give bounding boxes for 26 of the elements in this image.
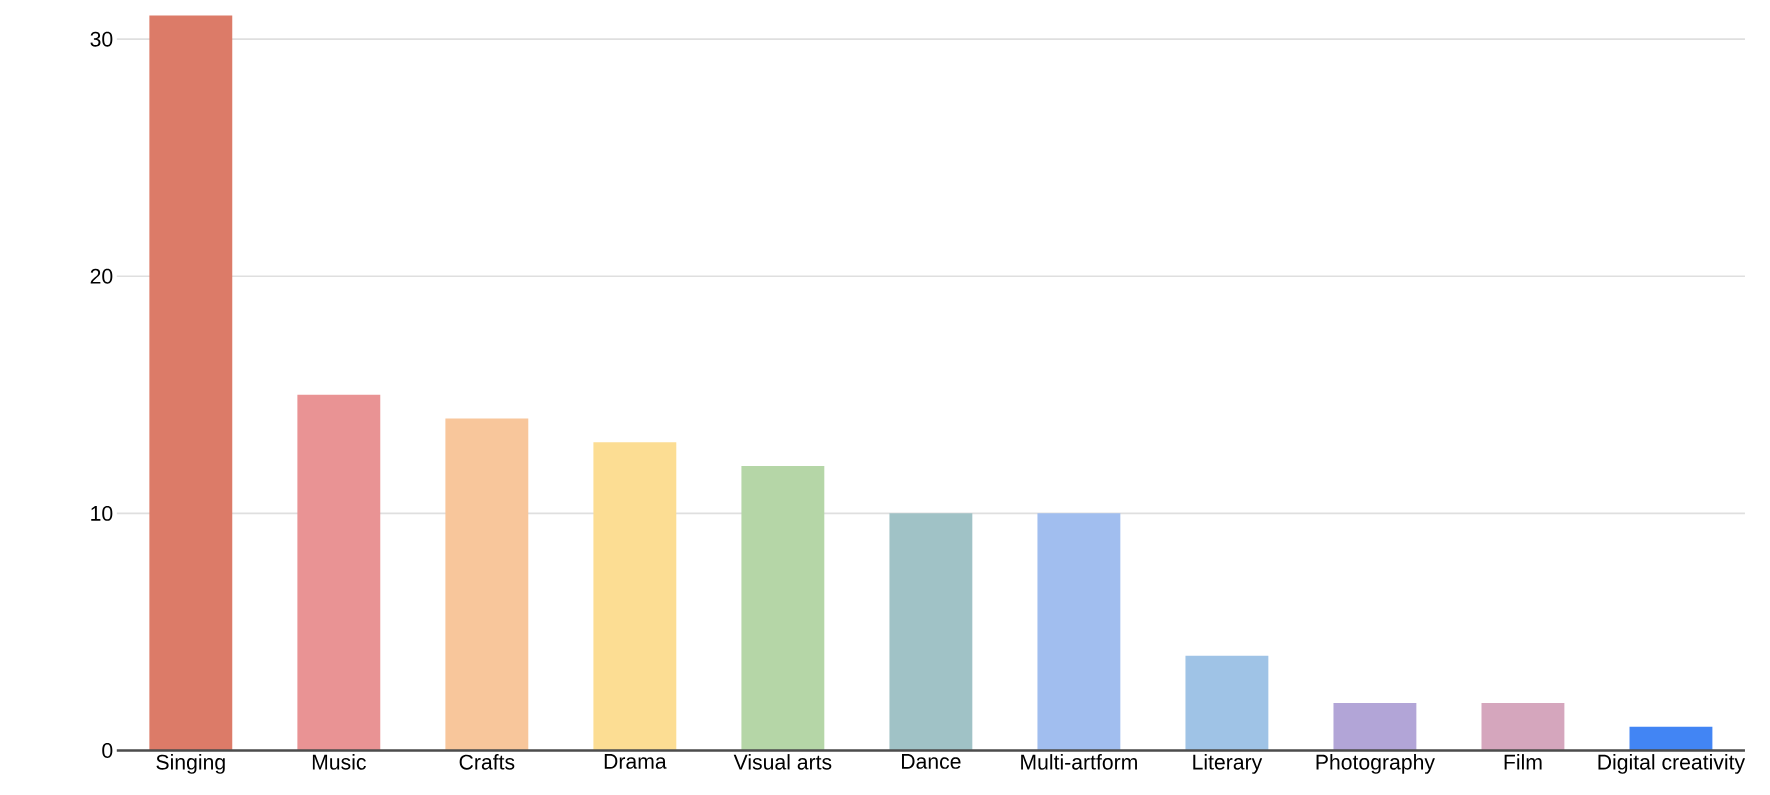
x-tick-label: Drama — [604, 754, 667, 769]
bar — [889, 513, 973, 751]
x-tick-label: Digital creativity — [1598, 754, 1746, 774]
y-tick-label: 20 — [90, 268, 113, 284]
y-tick-label: 30 — [90, 31, 113, 47]
bar — [1629, 726, 1713, 751]
y-tick-label: 10 — [91, 505, 113, 521]
bar — [149, 15, 233, 751]
bar — [445, 418, 529, 751]
x-tick-label: Dance — [902, 754, 961, 769]
bar — [1481, 703, 1565, 751]
bar — [741, 466, 825, 751]
x-tick-label: Multi-artform — [1021, 754, 1137, 770]
x-tick-label: Crafts — [459, 754, 515, 770]
x-tick-label: Film — [1504, 754, 1542, 770]
bar — [1333, 703, 1417, 751]
bar — [1037, 513, 1121, 751]
bar — [1185, 655, 1269, 751]
bar — [297, 394, 381, 751]
x-tick-label: Visual arts — [733, 754, 832, 770]
x-tick-label: Singing — [156, 754, 225, 774]
bar — [593, 442, 677, 751]
x-tick-label: Photography — [1316, 754, 1435, 774]
y-tick-label: 0 — [102, 743, 113, 759]
x-tick-label: Literary — [1193, 754, 1263, 774]
x-tick-label: Music — [312, 754, 366, 770]
